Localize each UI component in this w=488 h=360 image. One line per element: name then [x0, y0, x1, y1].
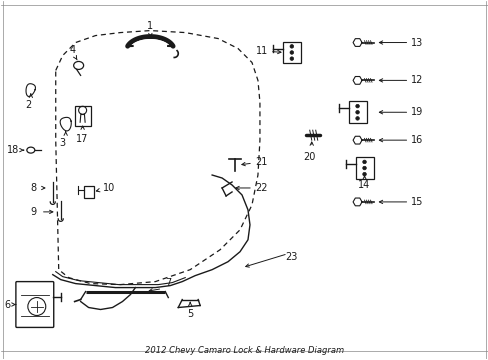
Circle shape: [289, 51, 293, 54]
Circle shape: [289, 45, 293, 48]
Text: 22: 22: [254, 183, 267, 193]
Text: 20: 20: [303, 152, 315, 162]
Text: 15: 15: [410, 197, 423, 207]
Text: 13: 13: [410, 37, 423, 48]
Text: 17: 17: [76, 134, 89, 144]
Text: 14: 14: [358, 180, 370, 190]
Bar: [83, 186, 93, 198]
Bar: [282, 41, 300, 63]
Circle shape: [362, 172, 366, 176]
Bar: [75, 106, 90, 126]
Text: 3: 3: [60, 138, 65, 148]
Circle shape: [362, 160, 366, 164]
Circle shape: [289, 57, 293, 60]
Text: 16: 16: [410, 135, 423, 145]
Text: 2: 2: [26, 100, 32, 110]
Text: 8: 8: [31, 183, 37, 193]
Text: 12: 12: [410, 75, 423, 85]
Text: 11: 11: [255, 45, 267, 55]
Text: 19: 19: [410, 107, 423, 117]
Circle shape: [355, 111, 359, 114]
Text: 6: 6: [5, 300, 11, 310]
Circle shape: [362, 166, 366, 170]
Text: 10: 10: [102, 183, 115, 193]
Text: 4: 4: [69, 45, 76, 55]
Circle shape: [355, 117, 359, 120]
Text: 21: 21: [254, 157, 267, 167]
Text: 2012 Chevy Camaro Lock & Hardware Diagram: 2012 Chevy Camaro Lock & Hardware Diagra…: [144, 346, 344, 355]
Bar: [348, 101, 366, 123]
Text: 1: 1: [147, 21, 153, 31]
Circle shape: [355, 104, 359, 108]
Text: 23: 23: [285, 252, 297, 262]
Text: 5: 5: [187, 310, 193, 319]
Text: 9: 9: [31, 207, 37, 217]
Text: 7: 7: [165, 278, 171, 288]
Text: 18: 18: [7, 145, 19, 155]
Bar: [355, 157, 373, 179]
